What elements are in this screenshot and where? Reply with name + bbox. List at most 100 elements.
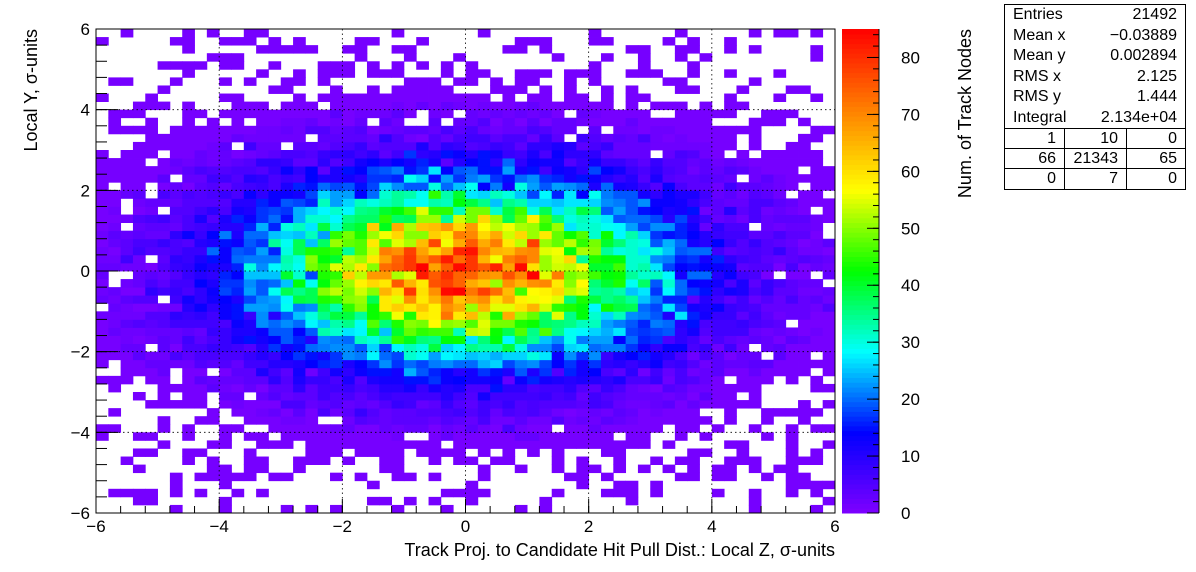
heatmap-cell: [662, 408, 676, 417]
heatmap-cell: [822, 335, 836, 344]
heatmap-cell: [773, 174, 787, 183]
heatmap-cell: [366, 287, 380, 296]
heatmap-cell: [477, 109, 491, 119]
heatmap-cell: [564, 279, 577, 288]
heatmap-cell: [613, 295, 627, 304]
heatmap-cell: [157, 166, 171, 175]
heatmap-cell: [132, 238, 146, 248]
heatmap-cell: [551, 158, 565, 167]
heatmap-cell: [416, 416, 429, 425]
heatmap-cell: [268, 303, 282, 312]
heatmap-cell: [564, 77, 577, 86]
heatmap-cell: [514, 182, 528, 191]
heatmap-cell: [576, 206, 590, 215]
heatmap-cell: [194, 109, 208, 119]
heatmap-cell: [96, 335, 109, 344]
heatmap-cell: [502, 141, 516, 151]
heatmap-cell: [206, 456, 220, 465]
heatmap-cell: [293, 214, 306, 223]
heatmap-cell: [490, 456, 503, 465]
heatmap-cell: [379, 141, 392, 151]
heatmap-cell: [342, 359, 356, 369]
heatmap-cell: [600, 230, 614, 240]
heatmap-cell: [687, 400, 700, 409]
heatmap-cell: [687, 279, 700, 288]
heatmap-cell: [650, 488, 663, 498]
heatmap-cell: [453, 141, 466, 151]
palette-swatch: [842, 53, 879, 59]
heatmap-cell: [256, 400, 269, 409]
heatmap-cell: [330, 214, 343, 223]
heatmap-cell: [194, 166, 208, 175]
heatmap-cell: [169, 246, 183, 256]
z-tick-label: 40: [901, 276, 920, 295]
heatmap-cell: [354, 117, 368, 127]
heatmap-cell: [514, 198, 528, 207]
y-tick-label: 6: [81, 20, 90, 39]
heatmap-cell: [280, 472, 294, 482]
heatmap-cell: [687, 117, 700, 127]
heatmap-cell: [206, 182, 220, 191]
heatmap-cell: [231, 303, 245, 312]
heatmap-cell: [391, 238, 405, 248]
heatmap-cell: [810, 504, 824, 514]
heatmap-cell: [330, 109, 343, 119]
heatmap-cell: [724, 141, 737, 151]
heatmap-cell: [674, 367, 688, 377]
heatmap-cell: [576, 166, 590, 175]
heatmap-cell: [711, 327, 725, 336]
heatmap-cell: [391, 367, 405, 377]
heatmap-cell: [453, 295, 466, 304]
heatmap-cell: [687, 351, 700, 361]
heatmap-cell: [317, 198, 331, 207]
heatmap-cell: [674, 238, 688, 248]
heatmap-cell: [293, 319, 306, 328]
heatmap-cell: [330, 303, 343, 312]
heatmap-cell: [539, 158, 553, 167]
heatmap-cell: [761, 311, 774, 320]
heatmap-cell: [711, 400, 725, 409]
heatmap-cell: [379, 408, 392, 417]
heatmap-cell: [206, 383, 220, 393]
heatmap-cell: [293, 271, 306, 280]
heatmap-cell: [502, 327, 516, 336]
heatmap-cell: [576, 456, 590, 465]
heatmap-cell: [330, 85, 343, 94]
heatmap-cell: [440, 271, 454, 280]
palette-swatch: [842, 382, 879, 388]
heatmap-cell: [490, 246, 503, 256]
heatmap-cell: [120, 287, 134, 296]
heatmap-cell: [711, 319, 725, 328]
heatmap-cell: [169, 230, 183, 240]
heatmap-cell: [403, 238, 417, 248]
heatmap-cell: [785, 359, 799, 369]
heatmap-cell: [342, 271, 356, 280]
heatmap-cell: [305, 327, 319, 336]
heatmap-cell: [613, 319, 627, 328]
heatmap-cell: [711, 158, 725, 167]
heatmap-cell: [293, 254, 306, 264]
heatmap-cell: [330, 61, 343, 70]
heatmap-cell: [564, 383, 577, 393]
palette-swatch: [842, 406, 879, 412]
heatmap-cell: [182, 343, 195, 353]
heatmap-cell: [256, 141, 269, 151]
heatmap-cell: [305, 424, 319, 433]
heatmap-cell: [674, 214, 688, 223]
heatmap-cell: [342, 141, 356, 151]
heatmap-cell: [243, 133, 257, 143]
heatmap-cell: [527, 408, 540, 417]
heatmap-cell: [761, 408, 774, 417]
heatmap-cell: [551, 400, 565, 409]
heatmap-cell: [465, 141, 479, 151]
heatmap-cell: [527, 230, 540, 240]
heatmap-cell: [120, 254, 134, 264]
heatmap-cell: [317, 440, 331, 449]
heatmap-cell: [736, 303, 750, 312]
heatmap-cell: [243, 472, 257, 482]
palette-swatch: [842, 309, 879, 316]
heatmap-cell: [798, 230, 811, 240]
heatmap-cell: [736, 311, 750, 320]
heatmap-cell: [502, 400, 516, 409]
heatmap-cell: [268, 327, 282, 336]
